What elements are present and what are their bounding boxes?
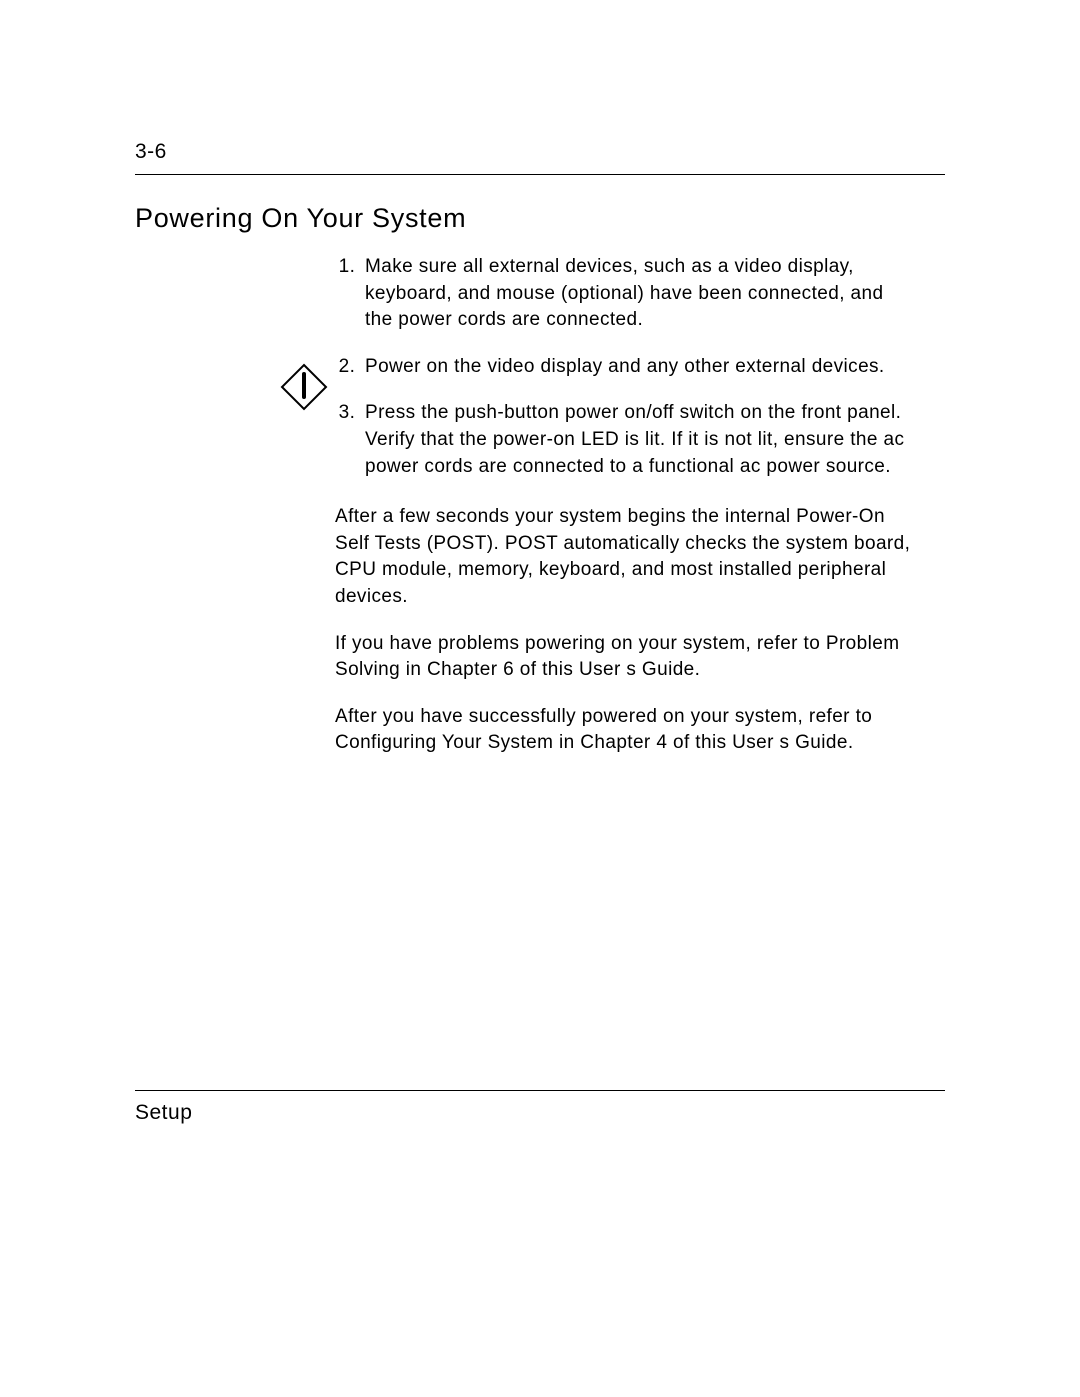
page-number: 3-6 — [135, 140, 945, 164]
body-paragraph: After you have successfully powered on y… — [335, 704, 915, 757]
body-paragraph: After a few seconds your system begins t… — [335, 504, 915, 610]
bottom-horizontal-rule — [135, 1090, 945, 1091]
body-paragraph: If you have problems powering on your sy… — [335, 631, 915, 684]
numbered-steps: Make sure all external devices, such as … — [335, 254, 915, 480]
step-item: Power on the video display and any other… — [361, 354, 915, 381]
page-footer: Setup — [135, 1090, 945, 1125]
footer-section-label: Setup — [135, 1101, 945, 1125]
power-caution-icon — [280, 363, 328, 416]
body-content: Make sure all external devices, such as … — [335, 254, 915, 757]
document-page: 3-6 Powering On Your System Make sure al… — [0, 0, 1080, 1397]
section-heading: Powering On Your System — [135, 203, 945, 234]
top-horizontal-rule — [135, 174, 945, 175]
step-item: Press the push-button power on/off switc… — [361, 400, 915, 480]
step-item: Make sure all external devices, such as … — [361, 254, 915, 334]
